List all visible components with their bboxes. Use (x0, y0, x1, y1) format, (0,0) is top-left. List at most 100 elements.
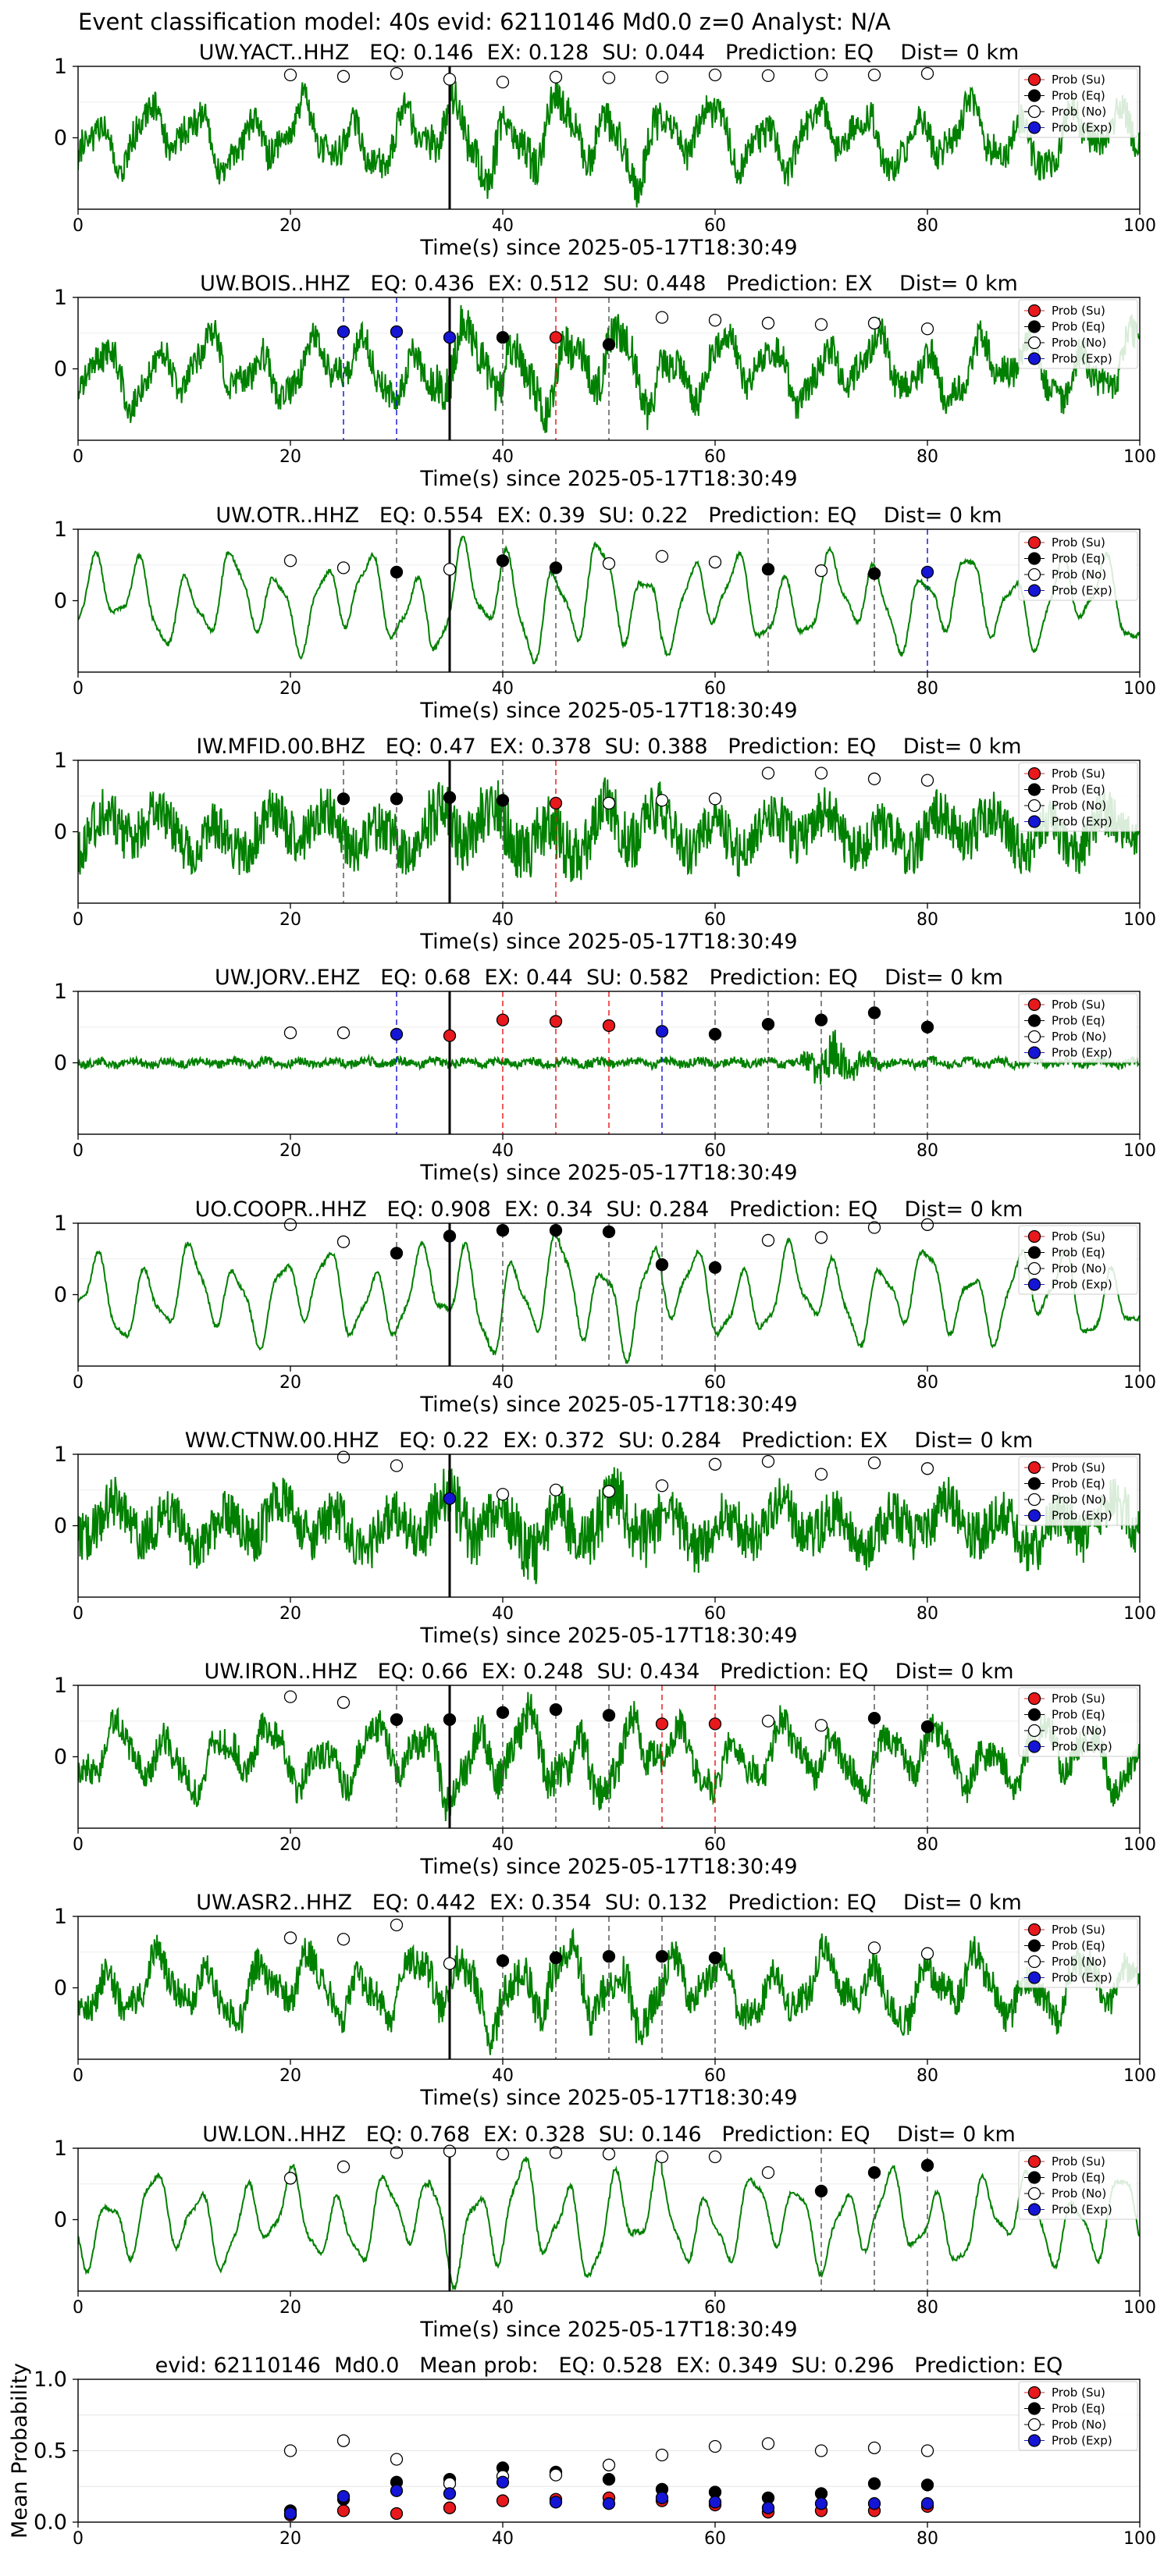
prob-marker-eq (602, 1709, 616, 1722)
panel-10: evid: 62110146 Md0.0 Mean prob: EQ: 0.52… (8, 2354, 1156, 2549)
prob-marker-no (496, 2147, 510, 2161)
prob-marker-eq (549, 1224, 563, 1237)
prob-marker-no (920, 1218, 934, 1231)
mean-prob-marker-exp (655, 2491, 669, 2505)
x-tick-label: 20 (279, 2066, 301, 2086)
prob-marker-no (390, 1459, 404, 1472)
prob-marker-eq (867, 1006, 881, 1019)
x-tick-label: 0 (73, 447, 84, 467)
y-tick-label: 1 (54, 1674, 67, 1698)
prob-marker-eq (443, 1713, 457, 1727)
y-tick-label: 0 (54, 1514, 67, 1539)
x-tick-label: 20 (279, 679, 301, 699)
prob-marker-exp (920, 565, 934, 579)
x-tick-label: 20 (279, 447, 301, 467)
x-tick-label: 80 (917, 910, 938, 930)
x-axis-label: Time(s) since 2025-05-17T18:30:49 (419, 1855, 797, 1879)
legend-box (1018, 1456, 1138, 1526)
panel-1: UW.BOIS..HHZ EQ: 0.436 EX: 0.512 SU: 0.4… (54, 272, 1156, 491)
y-tick-label: 1 (54, 2137, 67, 2161)
legend-marker-eq (1027, 1014, 1041, 1027)
mean-prob-marker-exp (443, 2487, 457, 2500)
legend-marker-exp (1027, 1046, 1041, 1059)
waveform-trace (78, 76, 1140, 208)
prob-marker-no (602, 1485, 616, 1498)
legend-label-exp: Prob (Exp) (1052, 584, 1112, 598)
prob-marker-eq (390, 1713, 404, 1727)
y-tick-label: 1 (54, 1443, 67, 1467)
prob-marker-no (602, 796, 616, 810)
legend-label-eq: Prob (Eq) (1052, 552, 1105, 566)
prob-marker-eq (336, 792, 351, 806)
x-tick-label: 100 (1123, 447, 1156, 467)
x-tick-label: 40 (492, 679, 514, 699)
legend-label-no: Prob (No) (1052, 799, 1106, 813)
x-tick-label: 40 (492, 2066, 514, 2086)
prob-marker-no (602, 2147, 616, 2161)
x-tick-label: 100 (1123, 216, 1156, 236)
legend-box (1018, 2150, 1138, 2220)
prob-marker-eq (390, 565, 404, 579)
legend-marker-no (1027, 336, 1041, 350)
prob-marker-no (814, 1719, 828, 1732)
legend-marker-no (1027, 1955, 1041, 1969)
prob-marker-no (443, 563, 457, 576)
legend: Prob (Su)Prob (Eq)Prob (No)Prob (Exp) (1018, 531, 1138, 601)
legend-box (1018, 762, 1138, 832)
x-tick-label: 60 (704, 679, 726, 699)
prob-marker-eq (867, 567, 881, 580)
prob-marker-no (814, 318, 828, 331)
prob-marker-eq (496, 1706, 510, 1719)
x-tick-label: 60 (704, 1604, 726, 1624)
legend-marker-eq (1027, 2402, 1041, 2415)
panel-title: UW.IRON..HHZ EQ: 0.66 EX: 0.248 SU: 0.43… (204, 1660, 1013, 1684)
x-tick-label: 40 (492, 910, 514, 930)
mean-prob-marker-no (390, 2453, 404, 2466)
prob-marker-eq (708, 1027, 722, 1041)
x-tick-label: 80 (917, 447, 938, 467)
prob-marker-exp (390, 325, 404, 339)
legend-marker-eq (1027, 89, 1041, 102)
mean-prob-marker-no (761, 2437, 775, 2450)
legend-marker-exp (1027, 1278, 1041, 1291)
prob-marker-no (336, 1235, 351, 1248)
x-tick-label: 20 (279, 1604, 301, 1624)
prob-marker-eq (496, 554, 510, 568)
legend-box (1018, 993, 1138, 1063)
y-tick-label: 1 (54, 1905, 67, 1929)
prob-marker-no (602, 71, 616, 84)
prob-marker-no (655, 794, 669, 807)
mean-prob-marker-eq (920, 2478, 934, 2492)
x-tick-label: 100 (1123, 1373, 1156, 1393)
legend-label-eq: Prob (Eq) (1052, 89, 1105, 103)
prob-marker-su (549, 796, 563, 810)
x-axis-label: Time(s) since 2025-05-17T18:30:49 (419, 2086, 797, 2110)
panel-0: UW.YACT..HHZ EQ: 0.146 EX: 0.128 SU: 0.0… (54, 41, 1156, 260)
legend-label-exp: Prob (Exp) (1052, 352, 1112, 366)
x-tick-label: 0 (73, 1835, 84, 1855)
legend-label-no: Prob (No) (1052, 1955, 1106, 1969)
y-tick-label: 0 (54, 2208, 67, 2233)
prob-marker-eq (655, 1258, 669, 1272)
prob-marker-no (867, 1456, 881, 1470)
x-axis-label: Time(s) since 2025-05-17T18:30:49 (419, 236, 797, 260)
mean-prob-marker-no (283, 2444, 297, 2457)
y-tick-label: 1.0 (34, 2368, 67, 2392)
prob-marker-no (283, 1026, 297, 1040)
prob-marker-no (867, 772, 881, 785)
y-tick-label: 0.0 (34, 2510, 67, 2535)
legend-marker-exp (1027, 1740, 1041, 1753)
legend: Prob (Su)Prob (Eq)Prob (No)Prob (Exp) (1018, 2150, 1138, 2220)
legend-box (1018, 299, 1138, 369)
y-tick-label: 0 (54, 358, 67, 382)
prob-marker-eq (496, 1224, 510, 1237)
legend-label-su: Prob (Su) (1052, 767, 1105, 781)
prob-marker-no (655, 550, 669, 563)
mean-prob-marker-exp (708, 2496, 722, 2509)
prob-marker-eq (867, 1711, 881, 1725)
legend-label-su: Prob (Su) (1052, 998, 1105, 1012)
x-tick-label: 60 (704, 1373, 726, 1393)
legend-marker-eq (1027, 2171, 1041, 2184)
x-tick-label: 0 (73, 2529, 84, 2549)
prob-marker-no (761, 316, 775, 330)
